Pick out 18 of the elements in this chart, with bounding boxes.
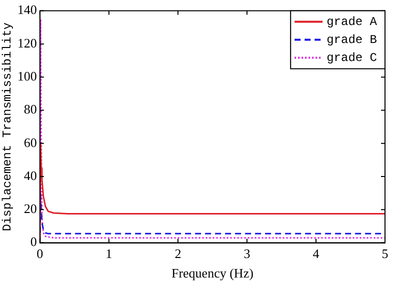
x-tick-label: 1 — [106, 246, 112, 262]
legend-label: grade C — [326, 50, 378, 65]
y-tick-label: 140 — [17, 2, 37, 18]
x-tick-label: 5 — [382, 246, 388, 262]
y-tick-label: 0 — [30, 234, 37, 250]
x-tick-label: 3 — [244, 246, 250, 262]
y-tick-label: 20 — [24, 201, 37, 216]
y-tick-label: 120 — [17, 35, 37, 50]
y-tick-label: 40 — [24, 168, 37, 183]
legend-label: grade B — [326, 32, 378, 47]
y-tick-label: 100 — [17, 68, 37, 84]
x-axis-title: Frequency (Hz) — [171, 266, 254, 281]
legend-label: grade A — [326, 14, 378, 29]
x-tick-label: 4 — [312, 246, 320, 262]
x-tick-label: 2 — [174, 246, 182, 262]
y-tick-label: 60 — [24, 134, 37, 150]
y-axis-title: Displacement Transmissibility — [0, 22, 14, 232]
y-tick-label: 80 — [24, 102, 37, 117]
